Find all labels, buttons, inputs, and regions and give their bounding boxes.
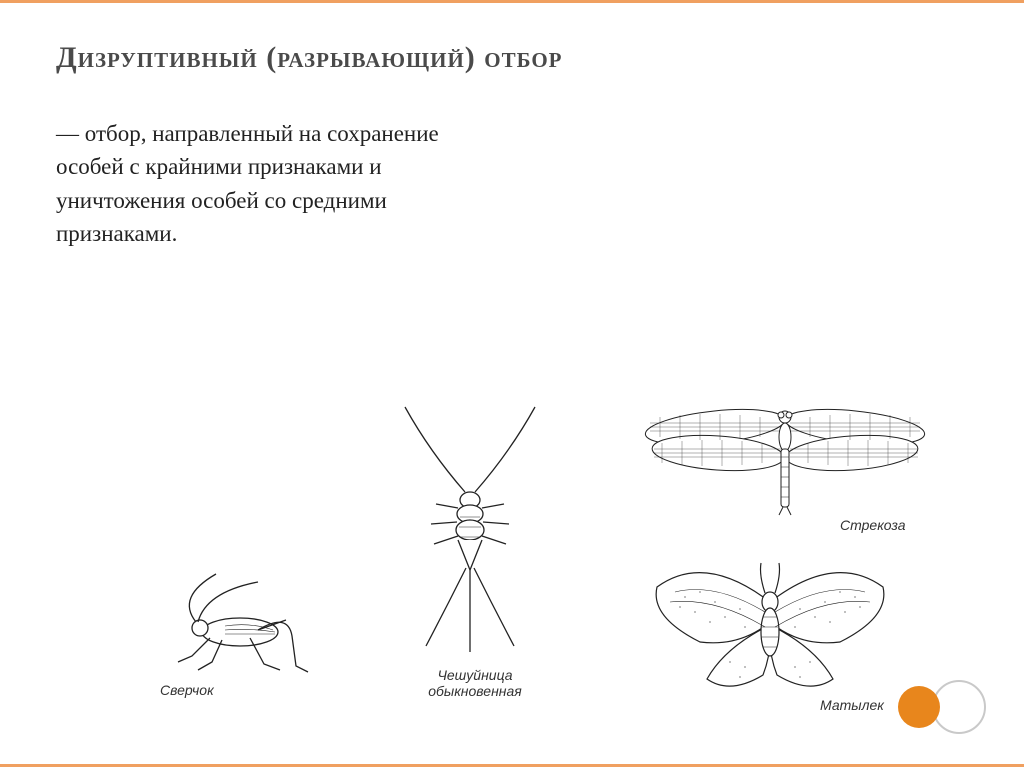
insect-dragonfly bbox=[640, 387, 930, 532]
accent-dot-ring bbox=[932, 680, 986, 734]
label-cricket: Сверчок bbox=[160, 682, 214, 698]
dragonfly-svg bbox=[640, 387, 930, 527]
silverfish-svg bbox=[380, 402, 560, 662]
illustration-area: Сверчок bbox=[120, 362, 940, 722]
label-silverfish: Чешуйница обыкновенная bbox=[420, 667, 530, 699]
insect-cricket bbox=[140, 572, 330, 687]
slide-frame: Дизруптивный (разрывающий) отбор — отбор… bbox=[0, 0, 1024, 767]
definition-text: — отбор, направленный на сохранение особ… bbox=[56, 117, 476, 250]
corner-decoration bbox=[898, 680, 986, 734]
insect-silverfish bbox=[380, 402, 560, 667]
slide-title: Дизруптивный (разрывающий) отбор bbox=[56, 41, 968, 75]
insect-moth bbox=[645, 547, 895, 712]
moth-svg bbox=[645, 547, 895, 707]
accent-dot-filled bbox=[898, 686, 940, 728]
label-dragonfly: Стрекоза bbox=[840, 517, 906, 533]
label-moth: Матылек bbox=[820, 697, 884, 713]
cricket-svg bbox=[140, 572, 330, 682]
